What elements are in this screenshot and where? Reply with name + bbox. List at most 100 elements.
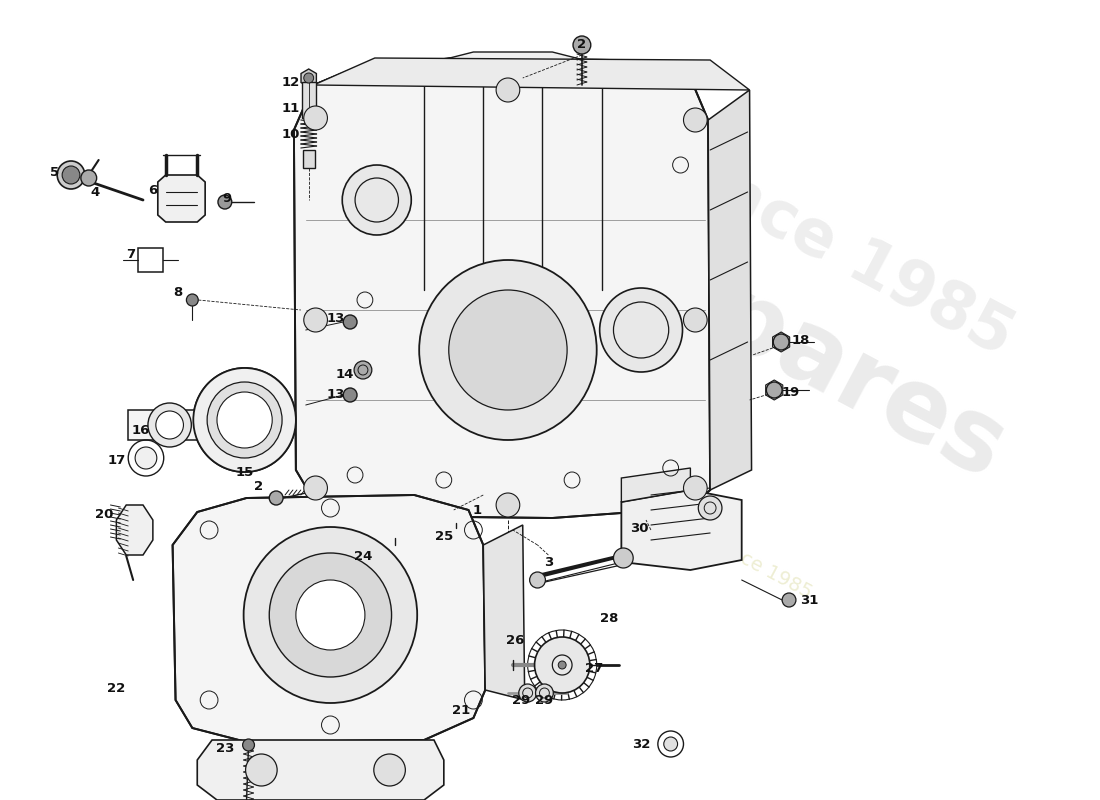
Text: 19: 19: [782, 386, 800, 398]
Text: 22: 22: [108, 682, 125, 694]
Text: 27: 27: [584, 662, 603, 674]
Circle shape: [186, 294, 198, 306]
Text: 13: 13: [326, 389, 344, 402]
Circle shape: [698, 496, 722, 520]
Text: 24: 24: [354, 550, 372, 563]
Text: 29: 29: [536, 694, 553, 706]
Text: 6: 6: [148, 183, 157, 197]
Polygon shape: [302, 150, 315, 168]
Text: 16: 16: [132, 423, 151, 437]
Circle shape: [683, 476, 707, 500]
Text: 20: 20: [96, 509, 113, 522]
Circle shape: [558, 661, 566, 669]
Polygon shape: [157, 175, 205, 222]
Text: 2: 2: [578, 38, 586, 50]
Text: 15: 15: [235, 466, 254, 478]
Polygon shape: [483, 525, 525, 700]
Text: 7: 7: [125, 249, 135, 262]
Text: 9: 9: [222, 191, 231, 205]
Text: 10: 10: [282, 129, 300, 142]
Circle shape: [343, 315, 358, 329]
Text: 23: 23: [216, 742, 234, 754]
Circle shape: [243, 739, 254, 751]
Text: since 1985: since 1985: [653, 132, 1024, 368]
Circle shape: [147, 403, 191, 447]
Text: 4: 4: [90, 186, 99, 199]
Circle shape: [135, 447, 157, 469]
Circle shape: [343, 388, 358, 402]
Circle shape: [57, 161, 85, 189]
Circle shape: [304, 106, 328, 130]
Polygon shape: [621, 468, 691, 502]
Circle shape: [296, 580, 365, 650]
Text: 26: 26: [506, 634, 524, 646]
Polygon shape: [294, 58, 711, 518]
Circle shape: [683, 308, 707, 332]
Circle shape: [156, 411, 184, 439]
Circle shape: [304, 476, 328, 500]
Polygon shape: [173, 495, 485, 742]
Circle shape: [419, 260, 596, 440]
Circle shape: [773, 334, 789, 350]
Text: 28: 28: [601, 611, 618, 625]
Circle shape: [270, 553, 392, 677]
Circle shape: [449, 290, 568, 410]
Polygon shape: [708, 90, 751, 490]
Circle shape: [782, 593, 796, 607]
Text: 17: 17: [108, 454, 125, 466]
Text: 2: 2: [254, 481, 263, 494]
Circle shape: [573, 36, 591, 54]
Text: 13: 13: [326, 311, 344, 325]
Text: 8: 8: [173, 286, 183, 299]
Circle shape: [767, 382, 782, 398]
Circle shape: [354, 361, 372, 379]
Circle shape: [304, 308, 328, 332]
Text: 18: 18: [792, 334, 810, 346]
Polygon shape: [301, 69, 317, 87]
Text: 1: 1: [473, 503, 482, 517]
Circle shape: [496, 493, 520, 517]
Polygon shape: [772, 332, 790, 352]
Circle shape: [218, 195, 232, 209]
Polygon shape: [197, 740, 443, 800]
Circle shape: [374, 754, 406, 786]
Polygon shape: [434, 52, 592, 78]
Circle shape: [683, 108, 707, 132]
Text: 29: 29: [512, 694, 530, 706]
Text: 30: 30: [630, 522, 648, 534]
Circle shape: [270, 491, 283, 505]
Text: authorised parts since 1985: authorised parts since 1985: [565, 458, 815, 602]
Circle shape: [663, 737, 678, 751]
Text: eurospares: eurospares: [418, 118, 1022, 502]
Polygon shape: [117, 505, 153, 555]
Circle shape: [600, 288, 682, 372]
Circle shape: [342, 165, 411, 235]
Circle shape: [81, 170, 97, 186]
Text: 14: 14: [336, 369, 354, 382]
Polygon shape: [301, 82, 316, 118]
Circle shape: [529, 572, 546, 588]
Text: 21: 21: [452, 703, 471, 717]
Text: 3: 3: [543, 555, 553, 569]
Text: 5: 5: [50, 166, 58, 179]
Circle shape: [217, 392, 272, 448]
Circle shape: [614, 548, 634, 568]
Circle shape: [519, 684, 537, 702]
Circle shape: [496, 78, 520, 102]
Text: 32: 32: [631, 738, 650, 751]
Polygon shape: [129, 410, 212, 440]
Circle shape: [245, 754, 277, 786]
Circle shape: [194, 368, 296, 472]
Circle shape: [304, 73, 313, 83]
Polygon shape: [621, 490, 741, 570]
Text: 25: 25: [434, 530, 453, 543]
Circle shape: [207, 382, 282, 458]
Polygon shape: [766, 380, 783, 400]
Text: 31: 31: [800, 594, 818, 606]
Text: 11: 11: [282, 102, 300, 114]
Circle shape: [62, 166, 80, 184]
Circle shape: [243, 527, 417, 703]
Circle shape: [535, 637, 590, 693]
Text: 12: 12: [282, 75, 300, 89]
Circle shape: [536, 684, 553, 702]
